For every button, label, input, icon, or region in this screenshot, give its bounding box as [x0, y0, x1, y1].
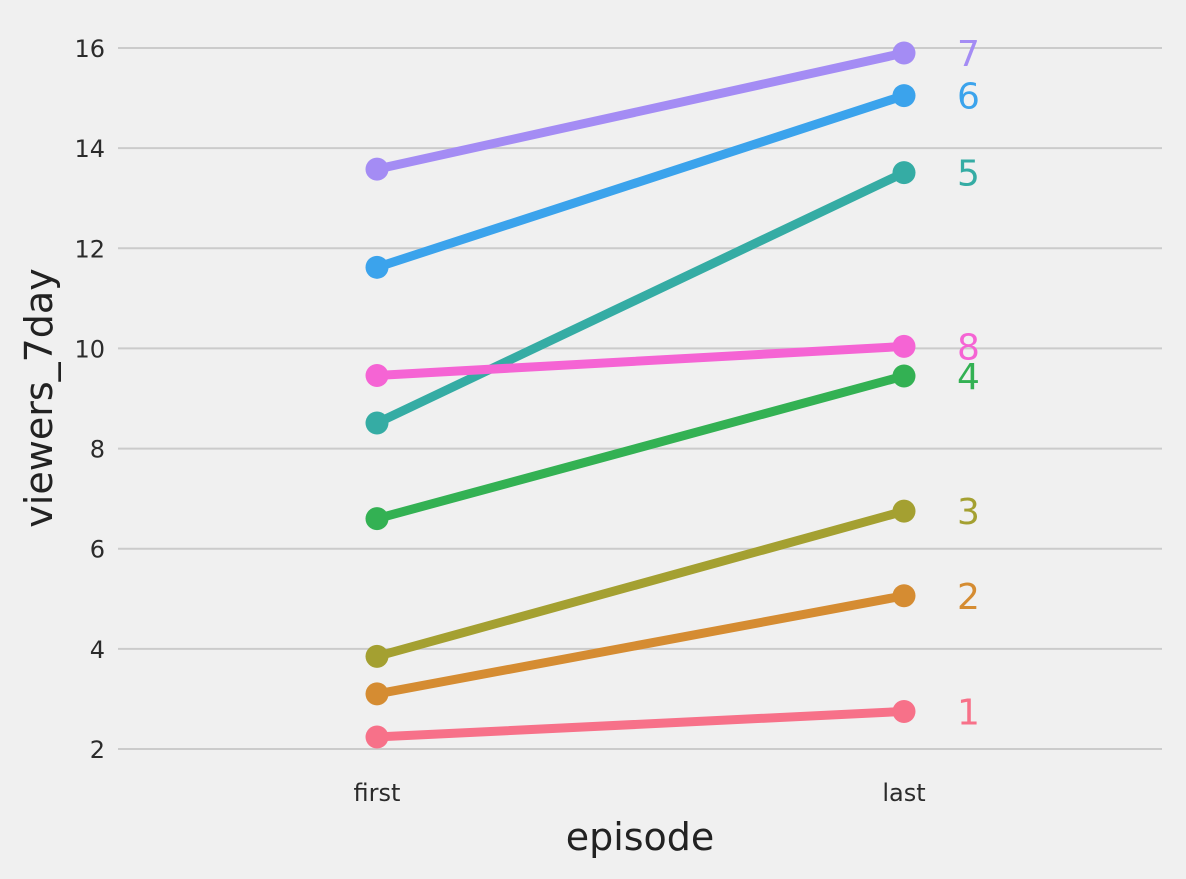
series-1: [365, 699, 916, 749]
series-label-1: 1: [957, 692, 980, 733]
y-tick-label: 4: [90, 636, 105, 664]
series-label-6: 6: [957, 77, 980, 118]
y-tick-label: 12: [74, 235, 105, 263]
y-tick-label: 8: [90, 436, 105, 464]
data-point: [892, 41, 916, 65]
series-end-labels: 1 2 3 4 5 67 8: [957, 34, 980, 733]
data-point: [365, 644, 389, 668]
y-tick-label: 6: [90, 536, 105, 564]
x-axis-title: episode: [566, 815, 715, 859]
y-tick-labels: 2 4 6 8 10 12 14 16: [74, 35, 105, 764]
series-line: [372, 168, 909, 428]
data-point: [892, 364, 916, 388]
y-tick-label: 14: [74, 135, 105, 163]
series-5: [365, 161, 916, 435]
data-point: [365, 507, 389, 531]
y-tick-label: 2: [90, 736, 105, 764]
series-2: [365, 584, 916, 706]
data-point: [365, 363, 389, 387]
series-line: [372, 506, 909, 661]
series-4: [365, 364, 916, 531]
data-point: [892, 499, 916, 523]
data-point: [892, 334, 916, 358]
y-tick-label: 16: [74, 35, 105, 63]
series-label-4: 4: [957, 357, 980, 398]
data-point: [365, 255, 389, 279]
series-line: [372, 91, 909, 272]
gridlines: [118, 47, 1162, 750]
series-line: [372, 591, 909, 699]
data-point: [365, 682, 389, 706]
y-tick-label: 10: [74, 335, 105, 363]
series-7: [365, 41, 916, 181]
y-axis-title: viewers_7day: [17, 268, 61, 527]
series-line: [372, 48, 909, 174]
data-point: [365, 157, 389, 181]
data-point: [365, 725, 389, 749]
x-tick-label: first: [354, 779, 401, 807]
series-3: [365, 499, 916, 668]
series-label-2: 2: [957, 577, 980, 618]
series-line: [372, 371, 909, 524]
series-8: [365, 334, 916, 387]
series-label-5: 5: [957, 154, 980, 195]
data-point: [892, 584, 916, 608]
data-point: [892, 699, 916, 723]
data-point: [892, 84, 916, 108]
x-tick-label: last: [882, 779, 925, 807]
data-point: [365, 411, 389, 435]
series-lines: [365, 41, 916, 749]
series-label-8: 8: [957, 327, 980, 368]
series-label-3: 3: [957, 492, 980, 533]
x-tick-labels: first last: [354, 779, 926, 807]
series-line: [372, 341, 909, 380]
data-point: [892, 161, 916, 185]
series-6: [365, 84, 916, 279]
series-label-7: 7: [957, 34, 980, 75]
series-line: [372, 706, 909, 742]
